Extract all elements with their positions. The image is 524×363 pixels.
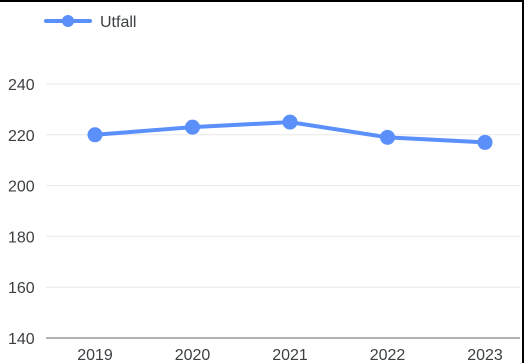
y-tick-label: 140 — [8, 331, 35, 348]
x-tick-label: 2022 — [370, 347, 406, 363]
x-tick-label: 2020 — [175, 347, 211, 363]
gridlines — [46, 83, 520, 288]
y-tick-label: 180 — [8, 229, 35, 246]
x-tick-label: 2021 — [272, 347, 308, 363]
data-point[interactable] — [87, 127, 103, 143]
y-tick-label: 160 — [8, 280, 35, 297]
data-point[interactable] — [282, 114, 298, 130]
y-axis-ticks: 240 220 200 180 160 140 — [8, 77, 35, 348]
x-tick-label: 2019 — [77, 347, 113, 363]
top-border — [0, 0, 524, 2]
x-axis-ticks: 2019 2020 2021 2022 2023 — [77, 347, 503, 363]
legend: Utfall — [44, 14, 136, 31]
x-tick-label: 2023 — [467, 347, 503, 363]
y-tick-label: 200 — [8, 179, 35, 196]
data-point[interactable] — [380, 129, 395, 145]
legend-swatch-marker — [62, 15, 74, 27]
y-tick-label: 220 — [8, 128, 35, 145]
data-point[interactable] — [477, 134, 493, 150]
right-border — [522, 0, 524, 363]
data-point[interactable] — [185, 119, 200, 135]
y-tick-label: 240 — [8, 77, 35, 94]
legend-label: Utfall — [100, 14, 136, 31]
series-utfall — [87, 114, 493, 150]
